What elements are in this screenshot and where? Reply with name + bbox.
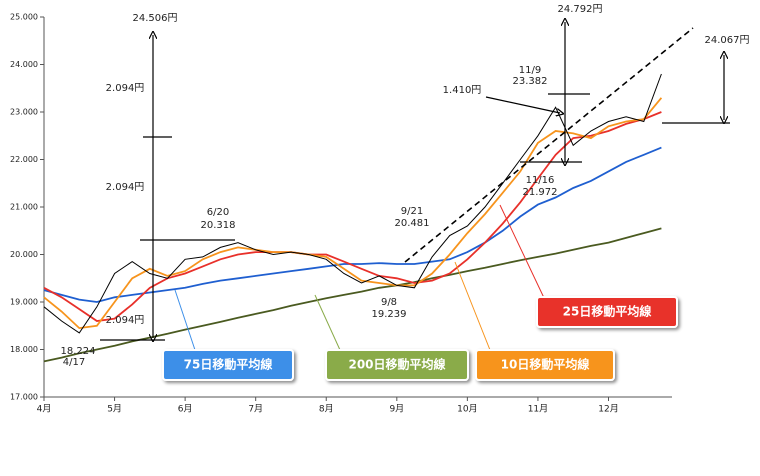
legend-label: 25日移動平均線 [563, 304, 652, 319]
annotation: 11/16 [526, 175, 555, 186]
annotation: 2.094円 [106, 83, 145, 94]
x-tick-label: 6月 [178, 404, 193, 415]
axes: 17.000 18.000 19.000 20.000 21.000 22.000 23.0… [10, 13, 672, 415]
annotation: 11/9 [519, 65, 541, 76]
pointer-arrow [485, 96, 560, 113]
annotation: 24.792円 [558, 4, 603, 15]
annotation: 21.972 [523, 187, 558, 198]
legend-pointer [174, 289, 196, 351]
trend-line [404, 27, 694, 263]
annotation: 2.094円 [106, 315, 145, 326]
legend-pointer [499, 204, 546, 301]
legend-box [162, 349, 294, 381]
legend-pointer [454, 261, 491, 351]
x-tick-label: 5月 [107, 404, 122, 415]
legend-label: 200日移動平均線 [348, 357, 445, 372]
y-tick-label: 19.000 [10, 298, 38, 307]
y-tick-label: 17.000 [10, 393, 38, 402]
y-tick-label: 20.000 [10, 250, 38, 259]
annotation: 23.382 [513, 76, 548, 87]
annotation: 9/21 [401, 206, 423, 217]
x-tick-label: 11月 [528, 404, 548, 415]
ma-line [43, 227, 662, 363]
annotation: 24.067円 [705, 35, 750, 46]
annotation: 18.224 [61, 346, 96, 357]
annotation: 2.094円 [106, 182, 145, 193]
legend-label: 10日移動平均線 [501, 357, 590, 372]
legend-pointer [314, 294, 341, 351]
legend-box [536, 296, 678, 328]
ma-line [43, 111, 662, 322]
annotation: 4/17 [63, 357, 85, 368]
annotation: 19.239 [372, 309, 407, 320]
annotation: 9/8 [381, 297, 397, 308]
ma-line [43, 97, 663, 330]
x-tick-label: 8月 [319, 404, 334, 415]
ma-line [43, 146, 662, 303]
y-tick-label: 21.000 [10, 203, 38, 212]
x-tick-label: 4月 [37, 404, 52, 415]
y-tick-label: 22.000 [10, 155, 38, 164]
x-tick-label: 12月 [598, 404, 618, 415]
annotation: 6/20 [207, 207, 229, 218]
annotation: 20.481 [395, 218, 430, 229]
legend: 75日移動平均線 200日移動平均線 10日移動平均線 25日移動平均線 [162, 204, 678, 381]
x-tick-label: 10月 [457, 404, 477, 415]
annotation-lines [100, 22, 730, 340]
legend-box [325, 349, 469, 381]
y-tick-label: 23.000 [10, 108, 38, 117]
legend-box [475, 349, 615, 381]
annotation: 20.318 [201, 220, 236, 231]
plot-area [43, 73, 663, 363]
y-tick-label: 18.000 [10, 345, 38, 354]
x-tick-label: 7月 [248, 404, 263, 415]
annotation: 24.506円 [133, 13, 178, 24]
y-tick-label: 24.000 [10, 60, 38, 69]
annotations: 24.506円 2.094円 2.094円 2.094円 6/20 20.318 18.22… [61, 4, 750, 368]
x-tick-label: 9月 [389, 404, 404, 415]
legend-label: 75日移動平均線 [184, 357, 273, 372]
annotation: 1.410円 [443, 85, 482, 96]
y-tick-label: 25.000 [10, 13, 38, 22]
